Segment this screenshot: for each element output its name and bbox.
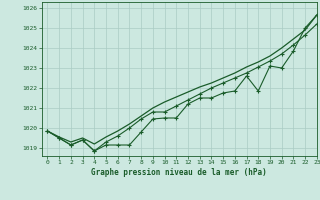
X-axis label: Graphe pression niveau de la mer (hPa): Graphe pression niveau de la mer (hPa) <box>91 168 267 177</box>
